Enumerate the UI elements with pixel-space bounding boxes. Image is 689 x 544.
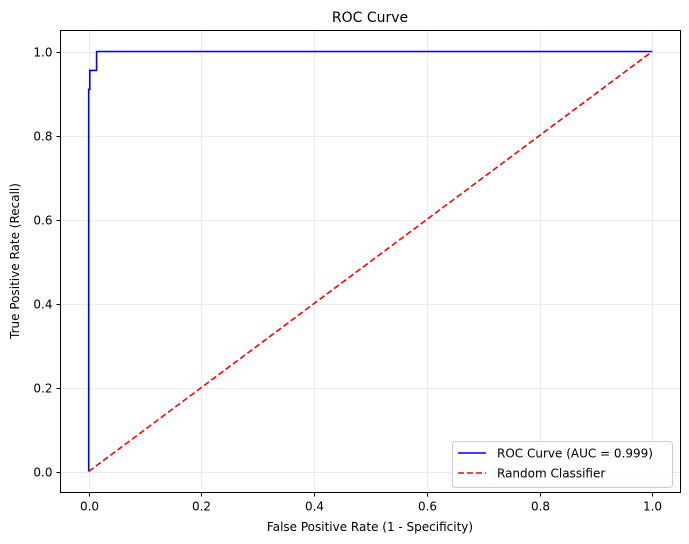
- axes-frame: [60, 30, 681, 493]
- random-classifier-line: [88, 50, 653, 473]
- y-tick-label: 1.0: [33, 46, 52, 60]
- chart-title: ROC Curve: [332, 10, 408, 26]
- y-ticks: 0.0 0.2 0.4 0.6 0.8 1.0: [33, 46, 61, 480]
- y-tick-label: 0.0: [33, 466, 52, 480]
- x-tick-label: 1.0: [643, 500, 662, 514]
- y-tick-label: 0.8: [33, 130, 52, 144]
- legend-box: [452, 441, 673, 488]
- x-axis-label: False Positive Rate (1 - Specificity): [267, 520, 473, 534]
- x-tick-label: 0.8: [531, 500, 550, 514]
- x-tick-label: 0.0: [80, 500, 99, 514]
- series-layer: [87, 50, 653, 473]
- x-tick-label: 0.4: [305, 500, 324, 514]
- grid: [60, 30, 681, 493]
- x-tick-label: 0.2: [192, 500, 211, 514]
- roc-curve-line: [87, 50, 653, 472]
- legend-label-random: Random Classifier: [497, 467, 605, 481]
- y-tick-label: 0.6: [33, 214, 52, 228]
- legend: ROC Curve (AUC = 0.999) Random Classifie…: [452, 441, 673, 488]
- x-ticks: 0.0 0.2 0.4 0.6 0.8 1.0: [80, 492, 662, 514]
- legend-label-roc: ROC Curve (AUC = 0.999): [497, 447, 653, 461]
- y-axis-label: True Positive Rate (Recall): [8, 183, 22, 340]
- y-tick-label: 0.4: [33, 298, 52, 312]
- y-tick-label: 0.2: [33, 382, 52, 396]
- x-tick-label: 0.6: [418, 500, 437, 514]
